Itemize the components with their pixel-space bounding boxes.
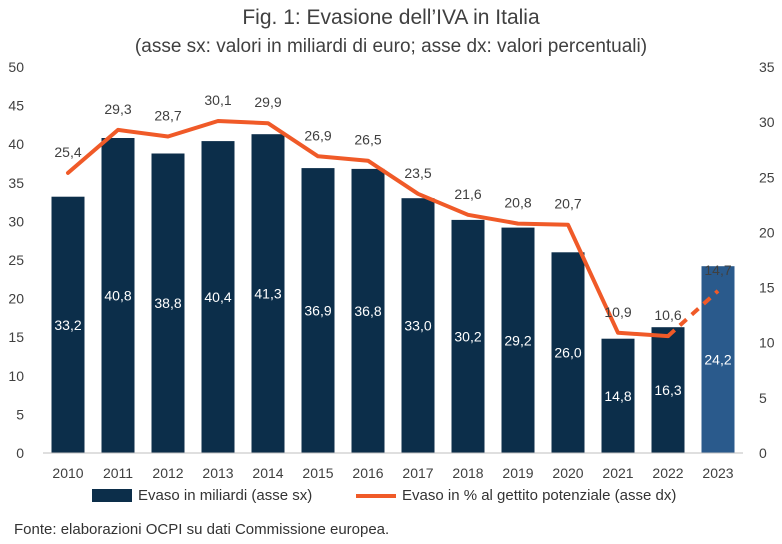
legend-swatch-line	[356, 493, 396, 498]
bar-value-label: 30,2	[454, 328, 481, 344]
x-tick-label: 2021	[602, 465, 633, 481]
line-value-label: 10,6	[654, 307, 681, 323]
bar-value-label: 40,8	[104, 288, 131, 304]
line-value-label: 26,9	[304, 127, 331, 143]
x-tick-label: 2015	[302, 465, 333, 481]
y-left-tick-label: 50	[8, 59, 24, 75]
line-layer	[66, 119, 720, 339]
bar-2019	[501, 227, 535, 453]
bar-2023	[701, 266, 735, 453]
bar-value-label: 41,3	[254, 286, 281, 302]
bar-value-label: 36,8	[354, 303, 381, 319]
line-value-label: 29,3	[104, 101, 131, 117]
legend: Evaso in miliardi (asse sx) Evaso in % a…	[0, 487, 782, 509]
bar-2021	[601, 338, 635, 453]
line-value-label: 30,1	[204, 92, 231, 108]
line-value-label: 10,9	[604, 304, 631, 320]
y-right-tick-label: 30	[759, 114, 775, 130]
bar-value-label: 40,4	[204, 289, 231, 305]
bar-value-label: 26,0	[554, 345, 581, 361]
y-left-tick-label: 35	[8, 175, 24, 191]
x-tick-label: 2019	[502, 465, 533, 481]
legend-label-line: Evaso in % al gettito potenziale (asse d…	[402, 487, 677, 504]
bar-2014	[251, 134, 285, 453]
x-tick-label: 2013	[202, 465, 233, 481]
bar-2020	[551, 252, 585, 453]
chart-subtitle: (asse sx: valori in miliardi di euro; as…	[134, 36, 648, 57]
bar-value-label: 16,3	[654, 382, 681, 398]
bar-value-label: 36,9	[304, 303, 331, 319]
y-left-tick-label: 45	[8, 98, 24, 114]
bar-value-label: 38,8	[154, 295, 181, 311]
labels-layer: 33,2 40,8 38,8 40,4 41,3 36,9 36,8 33,0 30,2 29,2…	[54, 92, 731, 404]
source-note: Fonte: elaborazioni OCPI su dati Commiss…	[14, 521, 390, 538]
x-tick-label: 2010	[52, 465, 83, 481]
y-left-tick-label: 15	[8, 329, 24, 345]
y-left-tick-label: 10	[8, 368, 24, 384]
legend-swatch-bars	[92, 489, 132, 502]
line-value-label: 25,4	[54, 144, 81, 160]
line-value-label: 29,9	[254, 94, 281, 110]
line-series-percent-projection	[666, 289, 720, 338]
x-tick-label: 2023	[702, 465, 733, 481]
bar-2022	[651, 327, 685, 453]
y-right-tick-label: 10	[759, 335, 775, 351]
y-left-tick-label: 0	[16, 445, 24, 461]
line-value-label: 21,6	[454, 186, 481, 202]
y-left-tick-label: 40	[8, 136, 24, 152]
bar-2017	[401, 198, 435, 453]
y-left-tick-label: 20	[8, 291, 24, 307]
x-tick-label: 2018	[452, 465, 483, 481]
y-right-tick-label: 25	[759, 169, 775, 185]
legend-label-bars: Evaso in miliardi (asse sx)	[138, 487, 313, 504]
y-left-tick-label: 30	[8, 213, 24, 229]
x-tick-label: 2022	[652, 465, 683, 481]
x-tick-label: 2020	[552, 465, 583, 481]
y-right-tick-label: 15	[759, 280, 775, 296]
bar-value-label: 33,2	[54, 317, 81, 333]
legend-item-line: Evaso in % al gettito potenziale (asse d…	[356, 487, 676, 504]
chart: 2010 2011 2012 2013 2014 2015 2016 2017 2018 2019…	[8, 59, 774, 481]
bar-2016	[351, 168, 385, 453]
bar-2012	[151, 153, 185, 453]
legend-item-bars: Evaso in miliardi (asse sx)	[92, 487, 312, 504]
bars-layer	[51, 134, 735, 453]
x-tick-label: 2017	[402, 465, 433, 481]
chart-title: Fig. 1: Evasione dell’IVA in Italia	[242, 6, 540, 29]
y-right-tick-label: 20	[759, 224, 775, 240]
line-value-label: 14,7	[704, 262, 731, 278]
bar-2013	[201, 141, 235, 453]
bar-2010	[51, 196, 85, 453]
line-value-label: 23,5	[404, 165, 431, 181]
bar-value-label: 14,8	[604, 388, 631, 404]
line-value-label: 26,5	[354, 132, 381, 148]
line-value-label: 28,7	[154, 108, 181, 124]
line-value-label: 20,8	[504, 195, 531, 211]
x-tick-label: 2016	[352, 465, 383, 481]
line-value-label: 20,7	[554, 196, 581, 212]
line-series-percent	[66, 119, 670, 339]
bar-2011	[101, 138, 135, 453]
x-tick-label: 2011	[103, 465, 133, 481]
x-tick-label: 2014	[252, 465, 283, 481]
x-tick-label: 2012	[152, 465, 183, 481]
y-left-tick-label: 25	[8, 252, 24, 268]
bar-2018	[451, 219, 485, 453]
bar-value-label: 33,0	[404, 318, 431, 334]
y-right-tick-label: 0	[759, 445, 767, 461]
bar-2015	[301, 168, 335, 453]
axis-layer: 2010 2011 2012 2013 2014 2015 2016 2017 2018 2019…	[8, 59, 774, 481]
bar-value-label: 24,2	[704, 352, 731, 368]
y-right-tick-label: 5	[759, 390, 767, 406]
y-right-tick-label: 35	[759, 59, 775, 75]
y-left-tick-label: 5	[16, 406, 24, 422]
bar-value-label: 29,2	[504, 332, 531, 348]
